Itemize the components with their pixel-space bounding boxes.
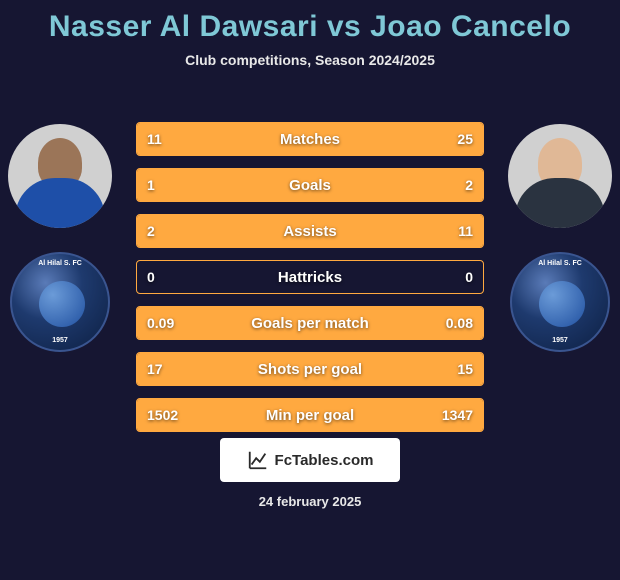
- stat-label: Hattricks: [137, 261, 483, 293]
- stat-row: 1125Matches: [136, 122, 484, 156]
- crest-year: 1957: [12, 337, 108, 344]
- player-left-club-crest: Al Hilal S. FC 1957: [10, 252, 110, 352]
- stat-label: Goals: [137, 169, 483, 201]
- player-left-avatar: [8, 124, 112, 228]
- stat-label: Min per goal: [137, 399, 483, 431]
- stat-row: 15021347Min per goal: [136, 398, 484, 432]
- fctables-logo: FcTables.com: [220, 438, 400, 482]
- date-label: 24 february 2025: [0, 494, 620, 509]
- chart-icon: [247, 449, 269, 471]
- stat-row: 00Hattricks: [136, 260, 484, 294]
- crest-text: Al Hilal S. FC: [12, 260, 108, 267]
- subtitle: Club competitions, Season 2024/2025: [0, 52, 620, 68]
- stat-label: Assists: [137, 215, 483, 247]
- stat-row: 12Goals: [136, 168, 484, 202]
- logo-text: FcTables.com: [275, 452, 374, 469]
- stat-label: Matches: [137, 123, 483, 155]
- player-right-avatar: [508, 124, 612, 228]
- stats-comparison: 1125Matches 12Goals 211Assists 00Hattricks 0…: [136, 122, 484, 444]
- crest-year: 1957: [512, 337, 608, 344]
- page-title: Nasser Al Dawsari vs Joao Cancelo: [0, 0, 620, 44]
- player-right-club-crest: Al Hilal S. FC 1957: [510, 252, 610, 352]
- stat-label: Shots per goal: [137, 353, 483, 385]
- stat-row: 211Assists: [136, 214, 484, 248]
- stat-row: 0.090.08Goals per match: [136, 306, 484, 340]
- crest-text: Al Hilal S. FC: [512, 260, 608, 267]
- stat-label: Goals per match: [137, 307, 483, 339]
- stat-row: 1715Shots per goal: [136, 352, 484, 386]
